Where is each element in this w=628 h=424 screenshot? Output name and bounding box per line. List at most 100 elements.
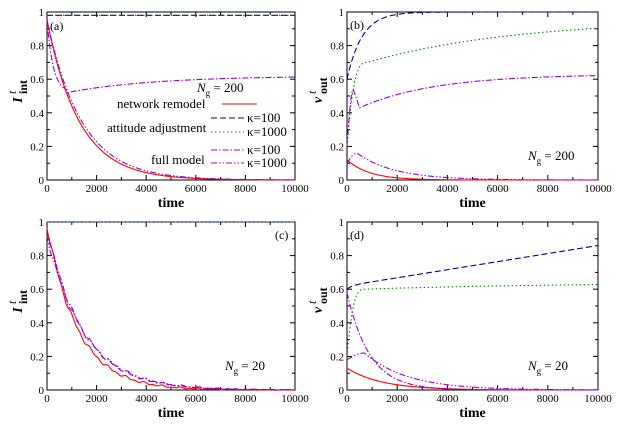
y-tick-label: 0.4	[330, 318, 344, 330]
y-axis-label-sub: int	[16, 290, 30, 304]
x-tick-label: 0	[44, 393, 50, 405]
panel-label: (c)	[275, 228, 288, 242]
series-line	[46, 20, 295, 181]
y-axis-label-main: I	[11, 97, 26, 104]
series-line	[346, 292, 598, 391]
y-tick-label: 0.6	[330, 284, 344, 296]
panel-label: (a)	[50, 19, 63, 33]
x-tick-label: 2000	[386, 393, 409, 405]
x-tick-label: 2000	[86, 393, 109, 405]
legend-entry: κ=100	[247, 110, 280, 125]
x-tick-label: 4000	[135, 393, 158, 405]
ng-annotation-main: N	[224, 358, 235, 373]
x-tick-label: 10000	[584, 393, 612, 405]
legend-entry: κ=100	[247, 142, 280, 157]
ng-annotation-main: N	[527, 358, 538, 373]
series-line	[346, 27, 599, 147]
x-tick-label: 6000	[185, 183, 208, 195]
ng-annotation-main: N	[527, 148, 538, 163]
x-tick-label: 8000	[234, 183, 257, 195]
x-tick-label: 10000	[281, 183, 309, 195]
y-tick-label: 0.6	[330, 74, 344, 86]
y-tick-label: 0.6	[30, 74, 44, 86]
ng-annotation-main: N	[196, 80, 207, 95]
ng-annotation: Ng = 200	[527, 148, 575, 166]
ng-annotation-value: = 200	[541, 148, 574, 163]
series-line	[46, 20, 296, 94]
x-tick-label: 2000	[386, 183, 409, 195]
ng-annotation-value: = 20	[238, 358, 265, 373]
x-tick-label: 2000	[86, 183, 109, 195]
y-tick-label: 0.6	[30, 284, 44, 296]
y-axis-label-sub: int	[16, 80, 30, 94]
ng-annotation-sub: g	[537, 366, 542, 376]
panel-label: (b)	[350, 18, 364, 32]
x-tick-label: 10000	[584, 183, 612, 195]
legend-entry: κ=1000	[247, 155, 287, 170]
y-tick-label: 0.4	[30, 318, 44, 330]
y-tick-label: 0	[39, 385, 45, 397]
y-tick-label: 0.2	[330, 351, 344, 363]
y-tick-label: 1	[339, 7, 345, 19]
series-line	[346, 244, 599, 290]
series-line	[346, 75, 599, 147]
series-line	[46, 235, 296, 391]
x-axis-label: time	[158, 406, 184, 421]
y-axis-label-sup: t	[5, 90, 19, 94]
series-line	[346, 11, 598, 80]
y-tick-label: 1	[339, 217, 345, 229]
legend: network remodel attitude adjustment full m…	[107, 96, 287, 170]
y-axis-label-sup: t	[305, 90, 319, 94]
x-tick-label: 8000	[537, 393, 560, 405]
panel-c: 0 2000 4000 6000 8000 10000 0 0.2 0.4 0.6 0.8 1 time…	[5, 217, 309, 421]
ng-annotation-sub: g	[537, 156, 542, 166]
legend-entry: κ=1000	[247, 124, 287, 139]
x-tick-label: 4000	[135, 183, 158, 195]
x-tick-label: 0	[344, 393, 350, 405]
panel-b: 0 2000 4000 6000 8000 10000 0 0.2 0.4 0.6 0.8 1 time…	[305, 7, 612, 211]
y-tick-label: 0	[339, 385, 345, 397]
panel-d: 0 2000 4000 6000 8000 10000 0 0.2 0.4 0.6 0.8 1 time…	[305, 217, 612, 421]
ng-annotation-value: = 200	[210, 80, 243, 95]
x-axis-label: time	[459, 406, 485, 421]
y-axis-label-main: I	[11, 307, 26, 314]
y-tick-label: 0.2	[30, 351, 44, 363]
x-tick-label: 8000	[234, 393, 257, 405]
ng-annotation: Ng = 20	[224, 358, 265, 376]
y-tick-label: 0.2	[330, 141, 344, 153]
panel-a: 0 2000 4000 6000 8000 10000 0 0.2 0.4 0.6 0.8 1 time…	[5, 7, 309, 211]
ng-annotation: Ng = 200	[196, 80, 244, 98]
x-tick-label: 0	[44, 183, 50, 195]
y-tick-label: 0.4	[30, 108, 44, 120]
y-tick-label: 1	[39, 7, 45, 19]
y-axis-label-sub: out	[316, 77, 330, 94]
x-tick-label: 6000	[487, 183, 510, 195]
legend-group-label: full model	[151, 152, 205, 167]
x-tick-label: 4000	[436, 393, 459, 405]
x-tick-label: 0	[344, 183, 350, 195]
panel-label: (d)	[350, 228, 364, 242]
ng-annotation-sub: g	[234, 366, 239, 376]
x-tick-label: 6000	[185, 393, 208, 405]
y-tick-label: 0	[339, 175, 345, 187]
ng-annotation-value: = 20	[541, 358, 568, 373]
ng-annotation: Ng = 20	[527, 358, 568, 376]
y-tick-label: 0.8	[30, 41, 44, 53]
y-axis-label-sup: t	[5, 300, 19, 304]
series-line	[346, 352, 598, 391]
x-axis-label: time	[158, 196, 184, 211]
series-line	[346, 284, 599, 357]
y-tick-label: 0.2	[30, 141, 44, 153]
ng-annotation-sub: g	[206, 88, 211, 98]
legend-group-label: attitude adjustment	[107, 120, 207, 135]
x-axis-label: time	[459, 196, 485, 211]
x-tick-label: 6000	[487, 393, 510, 405]
y-tick-label: 0.8	[330, 251, 344, 263]
y-axis-label-sub: out	[316, 287, 330, 304]
x-tick-label: 10000	[281, 393, 309, 405]
